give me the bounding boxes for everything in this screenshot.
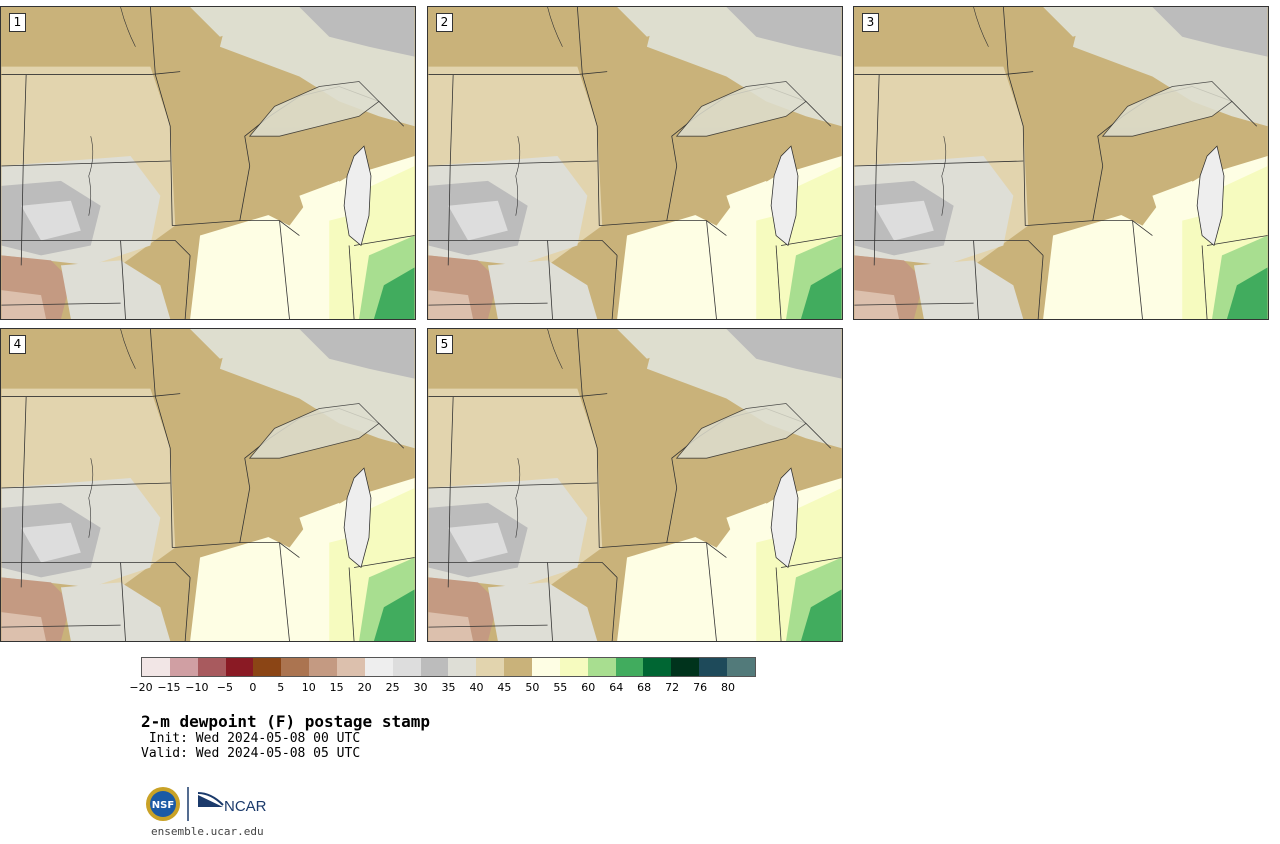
- colorbar-swatch: [671, 658, 700, 676]
- colorbar-tick-label: 45: [497, 681, 512, 694]
- colorbar-tick-label: 68: [637, 681, 652, 694]
- colorbar: [141, 657, 756, 677]
- colorbar-tick-label: 64: [609, 681, 624, 694]
- dewpoint-map: [1, 329, 415, 641]
- colorbar-tick-label: 50: [525, 681, 540, 694]
- colorbar-tick-label: −20: [129, 681, 153, 694]
- panel-number: 3: [862, 13, 879, 32]
- colorbar-swatch: [169, 658, 198, 676]
- panel-number: 2: [436, 13, 453, 32]
- colorbar-tick-label: 10: [301, 681, 316, 694]
- colorbar-swatch: [420, 658, 449, 676]
- colorbar-tick-label: 20: [357, 681, 372, 694]
- colorbar-tick-labels: −20 −15 −10 −5 0 5 10 15 20 25 30 35 40 45 50 55 60 64 68 7…: [129, 681, 756, 695]
- colorbar-swatch: [532, 658, 560, 676]
- colorbar-tick-label: 25: [385, 681, 400, 694]
- map-panel-4: 4: [0, 328, 416, 642]
- colorbar-swatch: [253, 658, 282, 676]
- nsf-logo-text: NSF: [152, 800, 174, 811]
- colorbar-tick-label: 80: [721, 681, 736, 694]
- dewpoint-map: [854, 7, 1268, 319]
- colorbar-swatch: [476, 658, 505, 676]
- colorbar-swatch: [643, 658, 672, 676]
- colorbar-swatch: [364, 658, 393, 676]
- colorbar-swatch: [225, 658, 254, 676]
- panel-number: 1: [9, 13, 26, 32]
- map-panel-5: 5: [427, 328, 843, 642]
- website-link[interactable]: ensemble.ucar.edu: [151, 825, 264, 838]
- colorbar-tick-label: 55: [553, 681, 568, 694]
- map-panel-1: 1: [0, 6, 416, 320]
- colorbar-swatch: [615, 658, 644, 676]
- colorbar-tick-label: 76: [693, 681, 708, 694]
- colorbar-swatch: [448, 658, 477, 676]
- logos: NSF NCAR: [145, 785, 275, 823]
- colorbar-swatch: [281, 658, 310, 676]
- colorbar-tick-label: 60: [581, 681, 596, 694]
- chart-title: 2-m dewpoint (F) postage stamp: [141, 712, 430, 731]
- colorbar-tick-label: −10: [185, 681, 209, 694]
- colorbar-swatch: [392, 658, 421, 676]
- ncar-logo-icon: NCAR: [197, 792, 267, 815]
- dewpoint-map: [1, 7, 415, 319]
- colorbar-tick-label: −5: [216, 681, 233, 694]
- init-time: Init: Wed 2024-05-08 00 UTC: [141, 731, 361, 746]
- colorbar-tick-label: 0: [249, 681, 257, 694]
- colorbar-swatch: [142, 658, 170, 676]
- colorbar-tick-label: 30: [413, 681, 428, 694]
- colorbar-swatch: [587, 658, 616, 676]
- colorbar-swatch: [699, 658, 728, 676]
- colorbar-swatch: [337, 658, 365, 676]
- valid-time: Valid: Wed 2024-05-08 05 UTC: [141, 746, 361, 761]
- colorbar-swatch: [504, 658, 533, 676]
- map-panel-3: 3: [853, 6, 1269, 320]
- colorbar-tick-label: 72: [665, 681, 680, 694]
- panel-number: 4: [9, 335, 26, 354]
- colorbar-tick-label: 40: [469, 681, 484, 694]
- dewpoint-map: [428, 7, 842, 319]
- dewpoint-map: [428, 329, 842, 641]
- nsf-logo-icon: NSF: [146, 787, 180, 821]
- colorbar-tick-label: −15: [157, 681, 181, 694]
- map-panel-2: 2: [427, 6, 843, 320]
- panel-number: 5: [436, 335, 453, 354]
- colorbar-swatch: [727, 658, 755, 676]
- colorbar-swatch: [559, 658, 588, 676]
- colorbar-tick-label: 35: [441, 681, 456, 694]
- title-block: 2-m dewpoint (F) postage stamp Init: Wed…: [141, 712, 430, 761]
- colorbar-swatch: [309, 658, 338, 676]
- colorbar-swatch: [197, 658, 226, 676]
- colorbar-tick-label: 15: [329, 681, 344, 694]
- colorbar-tick-label: 5: [277, 681, 285, 694]
- ncar-logo-text: NCAR: [224, 798, 267, 815]
